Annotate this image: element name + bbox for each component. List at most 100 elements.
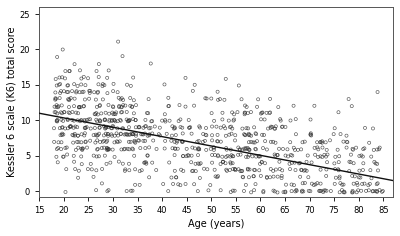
Point bbox=[132, 183, 138, 187]
Point bbox=[208, 97, 214, 100]
Point bbox=[189, 146, 196, 149]
Point bbox=[288, 183, 295, 186]
Point bbox=[228, 162, 234, 165]
Point bbox=[224, 154, 231, 158]
Point bbox=[204, 97, 210, 101]
Point bbox=[145, 97, 152, 101]
Point bbox=[96, 126, 103, 130]
Point bbox=[130, 117, 136, 121]
Point bbox=[201, 167, 207, 171]
Point bbox=[141, 161, 148, 165]
Point bbox=[257, 154, 263, 158]
Point bbox=[77, 119, 83, 123]
Point bbox=[118, 96, 125, 100]
Point bbox=[336, 176, 343, 180]
Point bbox=[340, 190, 347, 194]
Point bbox=[146, 175, 152, 179]
Point bbox=[125, 119, 131, 123]
Point bbox=[172, 147, 178, 150]
Point bbox=[84, 118, 90, 122]
Point bbox=[261, 133, 267, 137]
Point bbox=[319, 141, 325, 145]
Point bbox=[93, 98, 99, 101]
Point bbox=[350, 189, 356, 193]
Point bbox=[190, 89, 196, 93]
Point bbox=[322, 188, 328, 192]
Point bbox=[75, 134, 81, 138]
Point bbox=[109, 118, 115, 122]
Point bbox=[126, 118, 133, 122]
Point bbox=[224, 148, 230, 152]
Point bbox=[236, 84, 242, 87]
Point bbox=[242, 133, 248, 137]
Point bbox=[228, 148, 234, 152]
Point bbox=[256, 155, 262, 158]
Point bbox=[129, 105, 135, 108]
Point bbox=[98, 146, 105, 150]
Point bbox=[249, 155, 256, 158]
Point bbox=[224, 169, 230, 173]
Point bbox=[270, 189, 277, 193]
Point bbox=[374, 182, 380, 186]
Point bbox=[260, 190, 266, 194]
Point bbox=[350, 161, 357, 165]
Point bbox=[103, 140, 110, 144]
Point bbox=[60, 155, 67, 159]
Point bbox=[52, 110, 59, 114]
Point bbox=[379, 190, 385, 194]
Point bbox=[227, 168, 233, 172]
Point bbox=[71, 119, 77, 122]
Point bbox=[118, 148, 125, 151]
Point bbox=[272, 141, 279, 145]
Point bbox=[94, 134, 100, 138]
Point bbox=[220, 160, 226, 164]
Point bbox=[70, 134, 76, 137]
X-axis label: Age (years): Age (years) bbox=[188, 219, 244, 229]
Point bbox=[85, 76, 91, 80]
Point bbox=[218, 188, 224, 192]
Point bbox=[230, 154, 236, 158]
Point bbox=[297, 175, 303, 179]
Point bbox=[109, 134, 115, 138]
Point bbox=[239, 148, 246, 152]
Point bbox=[290, 146, 297, 150]
Point bbox=[217, 97, 223, 101]
Point bbox=[369, 190, 376, 193]
Point bbox=[209, 139, 215, 142]
Point bbox=[262, 161, 268, 165]
Point bbox=[61, 89, 67, 93]
Point bbox=[55, 105, 61, 109]
Point bbox=[95, 113, 101, 116]
Point bbox=[93, 111, 99, 115]
Point bbox=[76, 105, 82, 109]
Point bbox=[78, 118, 85, 122]
Point bbox=[350, 190, 356, 194]
Point bbox=[336, 160, 342, 164]
Point bbox=[215, 153, 221, 157]
Point bbox=[56, 76, 63, 79]
Point bbox=[106, 119, 112, 123]
Point bbox=[274, 153, 280, 157]
Point bbox=[64, 90, 70, 94]
Point bbox=[157, 134, 163, 137]
Point bbox=[109, 119, 115, 123]
Point bbox=[195, 148, 201, 151]
Point bbox=[213, 125, 220, 129]
Point bbox=[136, 183, 143, 187]
Point bbox=[292, 117, 299, 121]
Point bbox=[259, 111, 266, 114]
Point bbox=[319, 139, 325, 143]
Point bbox=[82, 126, 88, 130]
Point bbox=[56, 126, 63, 130]
Point bbox=[145, 111, 151, 115]
Point bbox=[223, 155, 229, 159]
Point bbox=[264, 176, 270, 180]
Point bbox=[87, 139, 93, 143]
Point bbox=[254, 105, 260, 109]
Point bbox=[81, 118, 88, 122]
Point bbox=[171, 127, 177, 131]
Point bbox=[97, 120, 104, 123]
Point bbox=[132, 125, 139, 129]
Point bbox=[60, 119, 66, 123]
Point bbox=[110, 105, 116, 109]
